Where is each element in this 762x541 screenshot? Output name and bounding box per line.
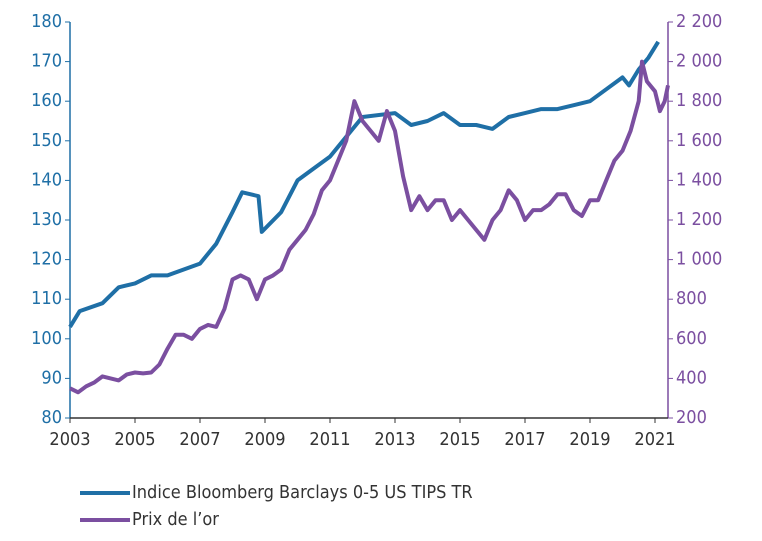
x-tick-label: 2011 xyxy=(309,429,350,450)
y2-tick-label: 2 000 xyxy=(676,51,722,72)
y-tick-label: 160 xyxy=(31,90,62,111)
y2-tick-label: 800 xyxy=(676,288,707,309)
y-tick-label: 150 xyxy=(31,130,62,151)
legend-label: Indice Bloomberg Barclays 0-5 US TIPS TR xyxy=(132,482,473,503)
y-tick-label: 80 xyxy=(41,407,62,428)
y-tick-label: 170 xyxy=(31,51,62,72)
y2-tick-label: 400 xyxy=(676,367,707,388)
y-tick-label: 180 xyxy=(31,11,62,32)
y2-tick-label: 1 200 xyxy=(676,209,722,230)
series-line xyxy=(69,59,670,395)
y2-tick-label: 1 800 xyxy=(676,90,722,111)
x-tick-label: 2009 xyxy=(244,429,285,450)
x-tick-label: 2013 xyxy=(374,429,415,450)
x-tick-label: 2007 xyxy=(179,429,220,450)
y2-tick-label: 1 600 xyxy=(676,130,722,151)
x-tick-label: 2003 xyxy=(49,429,90,450)
y2-tick-label: 1 400 xyxy=(676,169,722,190)
y-tick-label: 140 xyxy=(31,169,62,190)
x-tick-label: 2021 xyxy=(634,429,675,450)
y2-tick-label: 200 xyxy=(676,407,707,428)
x-tick-label: 2017 xyxy=(504,429,545,450)
y2-tick-label: 2 200 xyxy=(676,11,722,32)
y-tick-label: 100 xyxy=(31,328,62,349)
series-line xyxy=(68,40,660,328)
x-tick-label: 2015 xyxy=(439,429,480,450)
x-tick-label: 2019 xyxy=(569,429,610,450)
y-tick-label: 90 xyxy=(41,367,62,388)
y2-tick-label: 600 xyxy=(676,328,707,349)
y-tick-label: 120 xyxy=(31,249,62,270)
y-tick-label: 110 xyxy=(31,288,62,309)
x-tick-label: 2005 xyxy=(114,429,155,450)
y2-tick-label: 1 000 xyxy=(676,249,722,270)
y-tick-label: 130 xyxy=(31,209,62,230)
legend-label: Prix de l’or xyxy=(132,509,219,530)
